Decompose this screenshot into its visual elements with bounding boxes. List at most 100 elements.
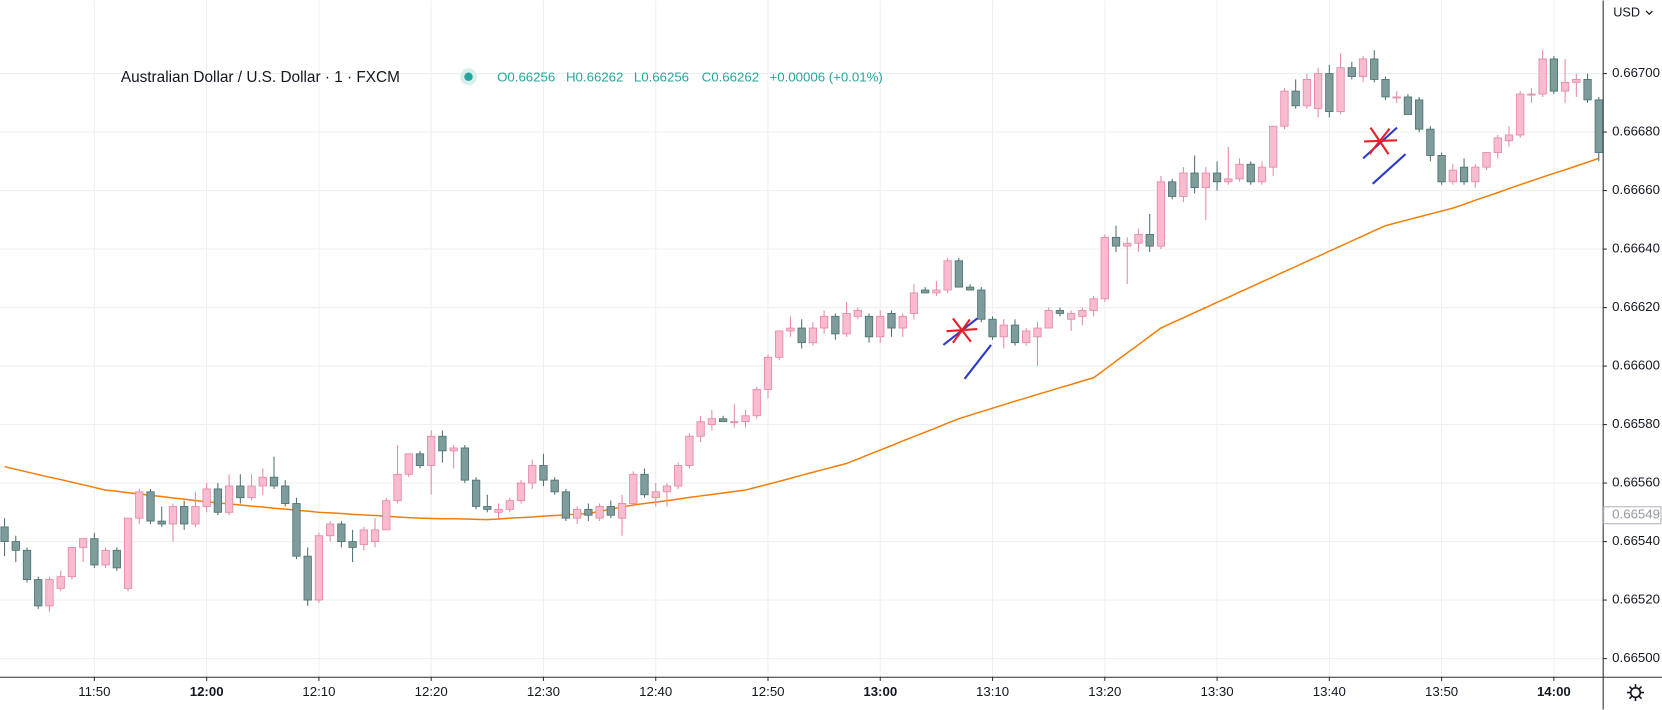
moving-average-layer [4, 157, 1600, 521]
candle [1448, 164, 1457, 185]
candle [1044, 307, 1053, 329]
candle [640, 468, 649, 498]
candle [1246, 161, 1255, 185]
x-tick-label: 12:40 [639, 684, 672, 699]
candle [1100, 234, 1109, 302]
candle [853, 307, 862, 320]
candle-body [1583, 78, 1592, 101]
candle [954, 257, 963, 288]
candle-body [34, 579, 43, 607]
candle-body [1415, 99, 1424, 130]
x-tick-label: 13:00 [863, 684, 897, 699]
candle-body [1459, 166, 1469, 183]
candle-body [763, 356, 773, 390]
candle [236, 474, 245, 504]
candle-body [1055, 310, 1065, 314]
candle [483, 494, 492, 513]
candle-body [157, 520, 166, 525]
candle-body [359, 529, 368, 545]
candle [460, 445, 469, 484]
candle-body [808, 327, 818, 344]
candle [1560, 58, 1570, 103]
candle-body [539, 465, 548, 481]
candle-body [326, 523, 335, 537]
candle [1179, 167, 1188, 203]
candle-body [909, 292, 919, 314]
candle-body [1448, 169, 1457, 183]
candle-body [1179, 172, 1188, 197]
candle [359, 526, 368, 551]
candle-body [79, 538, 88, 548]
candle [1471, 164, 1480, 188]
drawn-star [1368, 128, 1391, 155]
candle-body [685, 435, 694, 466]
candle [404, 453, 413, 478]
candle-body [1269, 125, 1278, 168]
candle [1269, 125, 1278, 176]
currency-label[interactable]: USD [1613, 5, 1640, 20]
candle-body [1370, 58, 1379, 80]
candle-body [314, 535, 324, 601]
x-tick-label: 13:10 [976, 684, 1009, 699]
candle-body [1280, 90, 1289, 127]
candle [797, 319, 806, 349]
y-tick-label: 0.66540 [1612, 533, 1660, 548]
candle [1493, 134, 1502, 159]
candle [1426, 126, 1435, 162]
candle-body [921, 289, 930, 294]
x-tick-label: 13:40 [1313, 684, 1346, 699]
candle [494, 503, 503, 519]
candle [224, 474, 234, 516]
last-price-box [1603, 506, 1662, 525]
candle [1078, 307, 1087, 326]
drawn-line [963, 344, 992, 380]
candle [1235, 158, 1244, 182]
candle-body [640, 473, 649, 496]
candles [0, 50, 1603, 612]
candle-body [1437, 155, 1446, 183]
candle-body [135, 491, 144, 519]
candle-body [213, 488, 223, 513]
candle-body [1156, 181, 1166, 247]
x-tick-label: 11:50 [78, 684, 110, 699]
candle-body [1336, 67, 1345, 113]
candle [1370, 50, 1379, 83]
candle [1392, 91, 1401, 103]
candle-body [1089, 298, 1098, 311]
candle [1224, 146, 1233, 185]
candle [674, 462, 683, 489]
candle [1190, 155, 1199, 194]
candle [786, 316, 795, 337]
candle [1302, 73, 1312, 109]
candle-body [1044, 310, 1053, 329]
settings-gear[interactable] [1629, 687, 1642, 699]
candle [157, 506, 166, 527]
candle [1010, 319, 1020, 346]
candle [370, 518, 380, 548]
candle [584, 503, 593, 522]
candle-body [876, 315, 885, 338]
candle-body [696, 421, 705, 437]
candle [56, 570, 65, 592]
candle-body [853, 310, 862, 317]
candle-body [1347, 67, 1356, 77]
candle [427, 430, 436, 495]
candle-body [247, 485, 256, 499]
ohlc-value: C0.66262 [702, 69, 759, 84]
candle [1549, 56, 1559, 95]
candle-body [1572, 78, 1581, 83]
settings-gear-teeth[interactable] [1627, 684, 1644, 702]
settings-icon[interactable] [1627, 684, 1644, 702]
candle-body [516, 482, 526, 502]
candle [831, 313, 840, 340]
axes: 0.66500 0.66520 0.66540 0.66560 0.66580 0.666… [78, 65, 1662, 699]
candle [1168, 178, 1177, 200]
currency-chevron[interactable] [1645, 10, 1653, 16]
candle-body [348, 541, 357, 548]
candle-body [775, 330, 784, 358]
candle-body [1168, 181, 1177, 197]
candle-body [1493, 137, 1502, 153]
candle-body [224, 485, 234, 513]
